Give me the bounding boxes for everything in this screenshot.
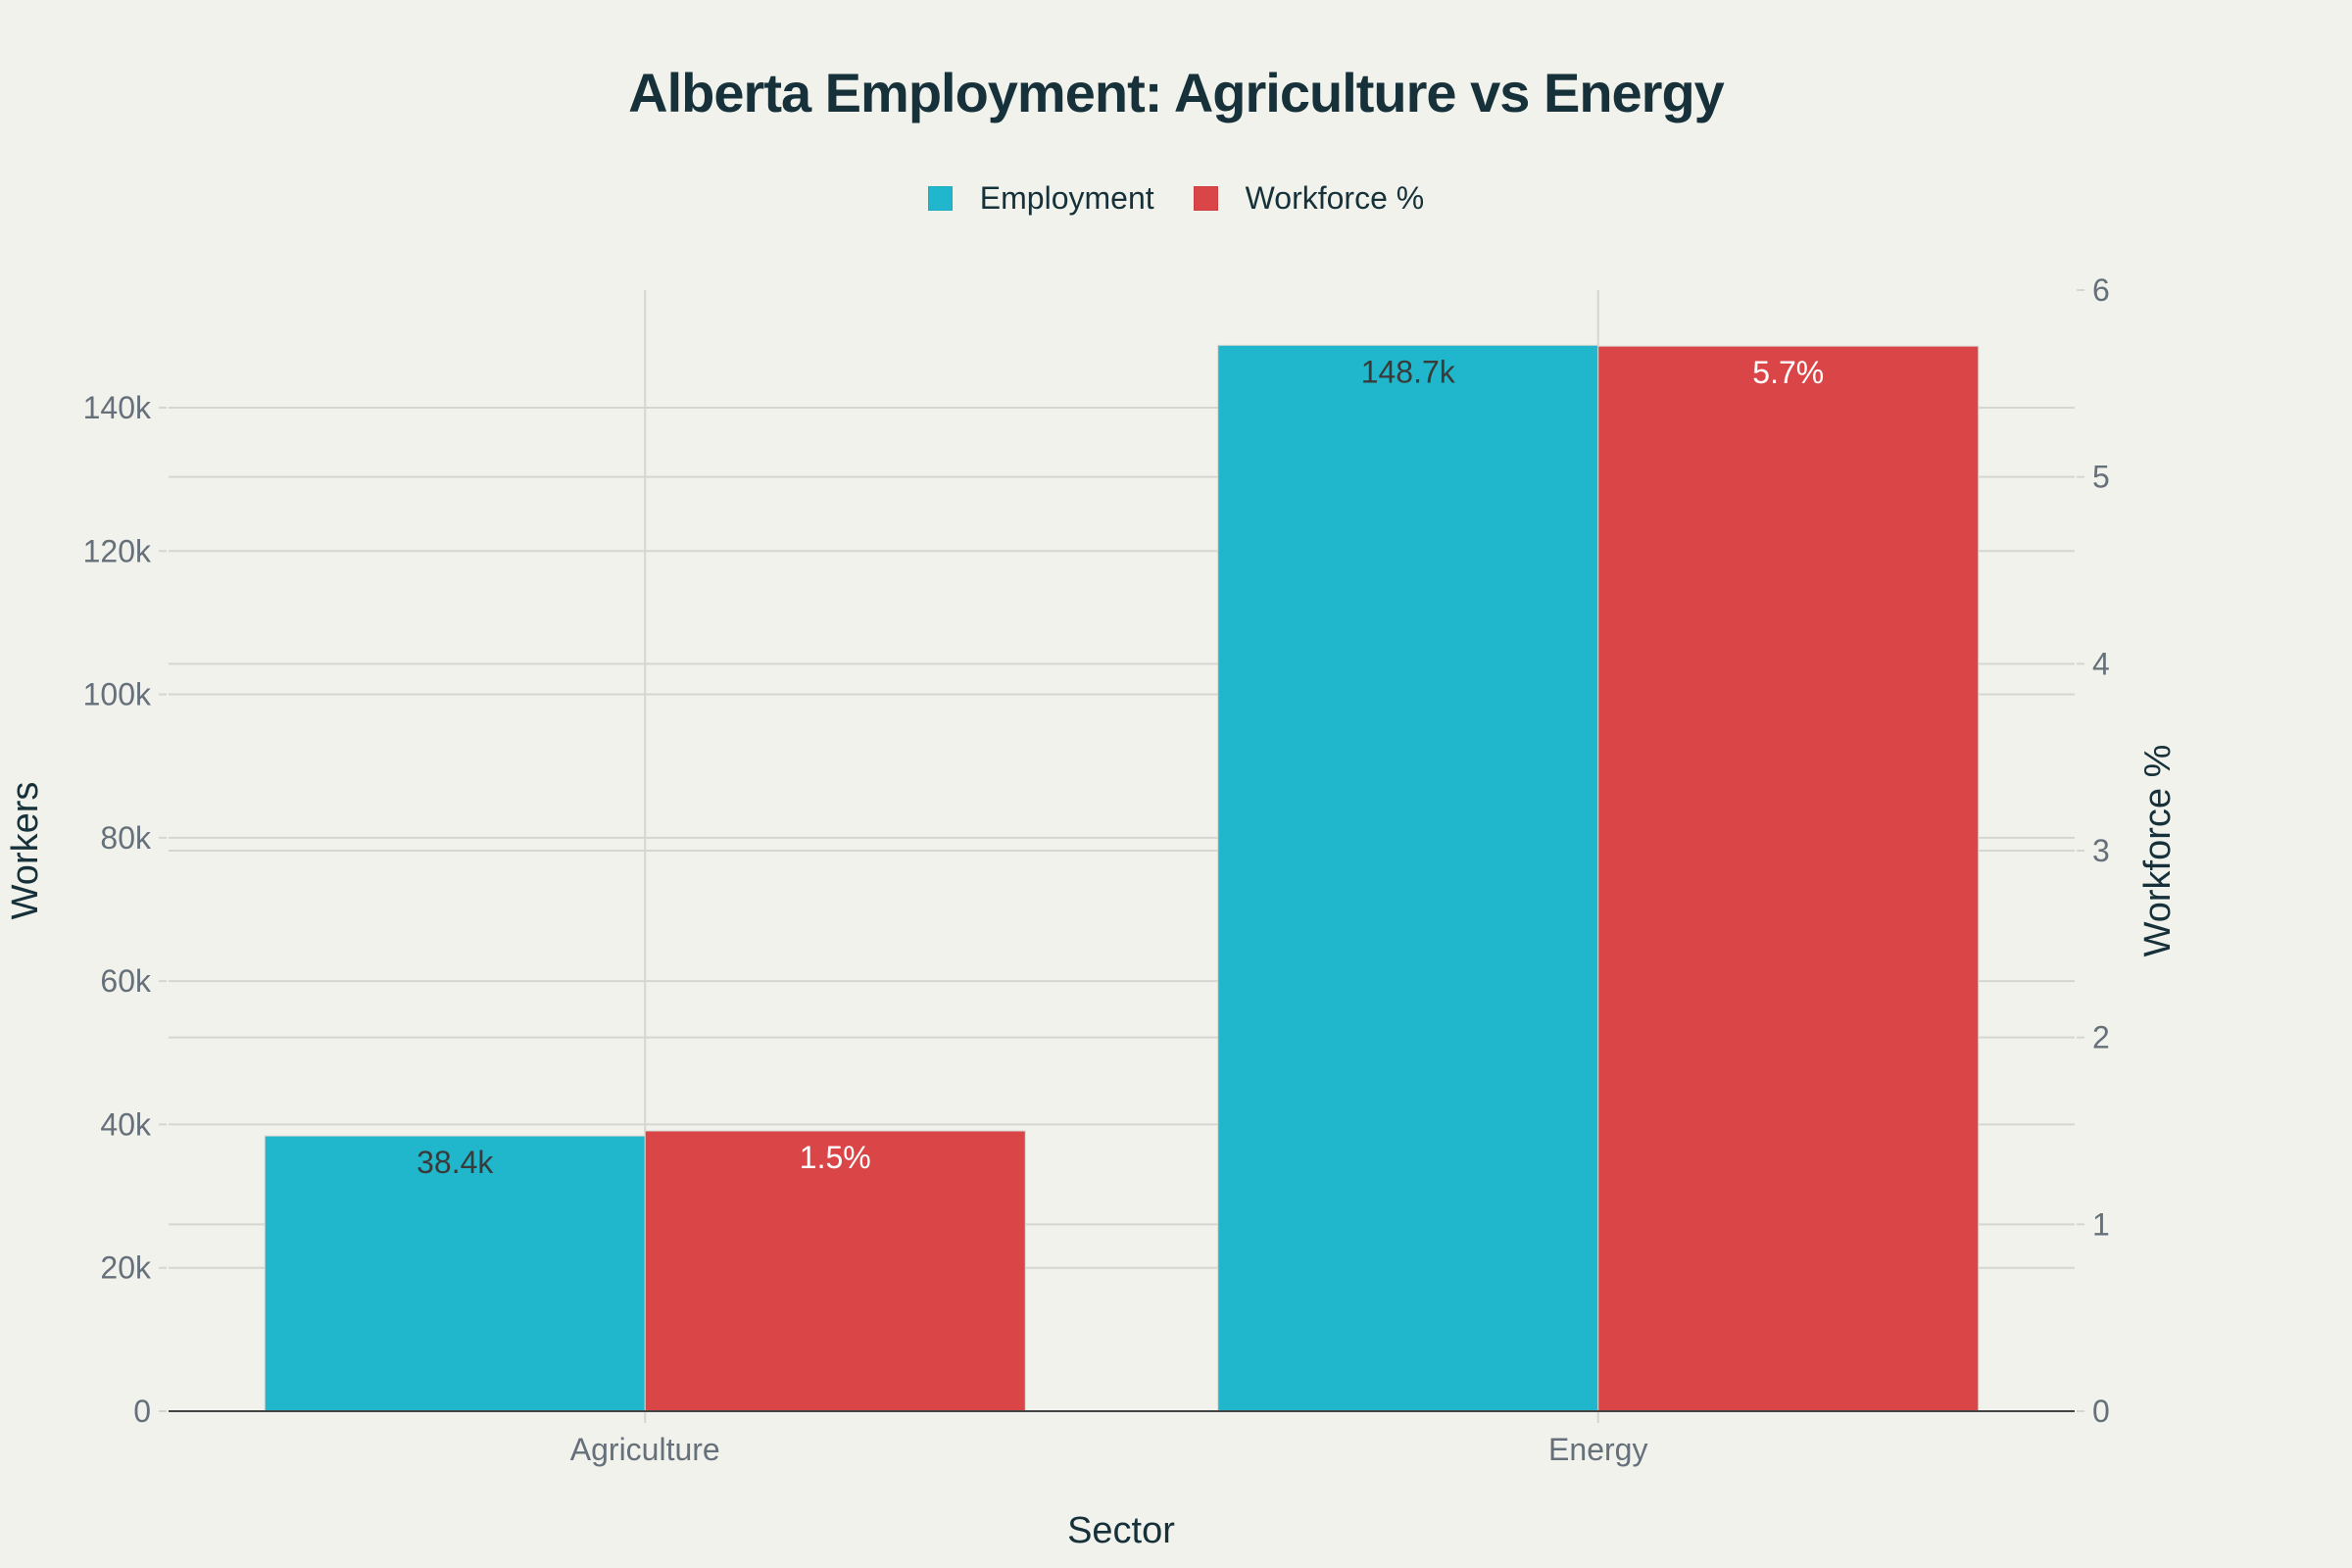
y-left-tick-label: 140k bbox=[83, 390, 152, 425]
y-left-ticks: 0 20k 40k 60k 80k 100k 120k 140k bbox=[83, 390, 167, 1429]
y-right-tick-label: 5 bbox=[2092, 460, 2110, 495]
y-right-tick-label: 6 bbox=[2092, 272, 2110, 308]
legend-item-workforce[interactable]: Workforce % bbox=[1193, 180, 1425, 217]
bar-label-workforce: 1.5% bbox=[800, 1140, 871, 1175]
y-right-tick-label: 0 bbox=[2092, 1394, 2110, 1429]
legend-swatch-employment bbox=[927, 186, 953, 211]
legend-swatch-workforce bbox=[1193, 186, 1218, 211]
bar-label-workforce: 5.7% bbox=[1752, 355, 1824, 390]
y-left-axis-title: Workers bbox=[5, 782, 46, 920]
bar-employment bbox=[264, 1135, 646, 1412]
x-tick-label: Agriculture bbox=[570, 1432, 720, 1467]
y-left-tick-label: 0 bbox=[133, 1394, 151, 1429]
y-left-tick-label: 100k bbox=[83, 677, 152, 712]
y-right-tick-label: 1 bbox=[2092, 1206, 2110, 1242]
y-left-tick-label: 80k bbox=[100, 820, 152, 856]
bar-workforce bbox=[1597, 345, 1980, 1412]
y-right-tick-label: 3 bbox=[2092, 833, 2110, 868]
bar-workforce bbox=[644, 1130, 1026, 1412]
y-right-axis-title: Workforce % bbox=[2137, 745, 2179, 957]
bar-employment bbox=[1217, 344, 1599, 1412]
y-left-tick-label: 120k bbox=[83, 533, 152, 568]
bars: 38.4k 1.5% 148.7k 5.7% bbox=[264, 344, 1980, 1412]
x-tick-label: Energy bbox=[1548, 1432, 1647, 1467]
x-ticks: Agriculture Energy bbox=[570, 1432, 1648, 1467]
legend-item-employment[interactable]: Employment bbox=[927, 180, 1154, 217]
legend-label-employment: Employment bbox=[979, 180, 1154, 216]
chart-title: Alberta Employment: Agriculture vs Energ… bbox=[628, 62, 1725, 123]
y-left-tick-label: 20k bbox=[100, 1250, 152, 1286]
y-right-ticks: 0 1 2 3 4 5 6 bbox=[2077, 272, 2110, 1429]
y-left-tick-label: 60k bbox=[100, 963, 152, 999]
y-left-tick-label: 40k bbox=[100, 1106, 152, 1142]
legend-label-workforce: Workforce % bbox=[1245, 180, 1425, 216]
bar-label-employment: 148.7k bbox=[1361, 354, 1456, 389]
bar-label-employment: 38.4k bbox=[416, 1145, 494, 1180]
y-right-tick-label: 2 bbox=[2092, 1020, 2110, 1055]
x-axis-title: Sector bbox=[1067, 1510, 1175, 1551]
legend: Employment Workforce % bbox=[0, 180, 2352, 217]
y-right-tick-label: 4 bbox=[2092, 646, 2110, 681]
